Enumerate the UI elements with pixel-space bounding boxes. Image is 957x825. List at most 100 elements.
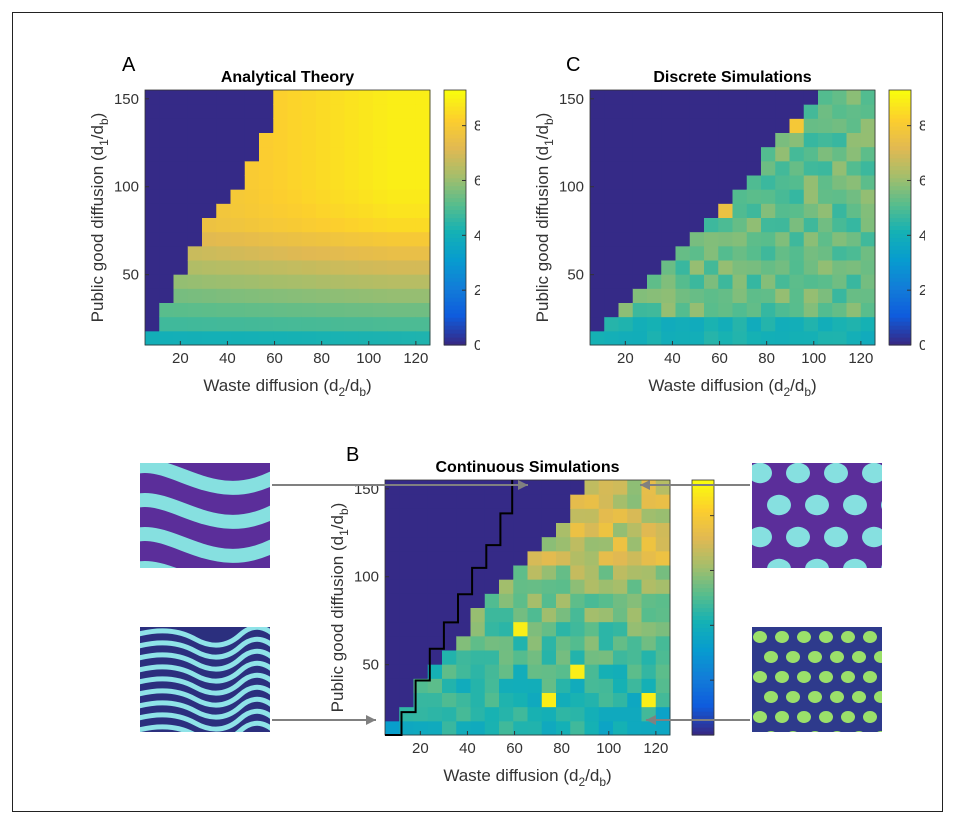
heatmap-cell bbox=[373, 160, 388, 176]
heatmap-cell bbox=[775, 302, 790, 318]
colorbar-segment bbox=[692, 607, 714, 613]
heatmap-cell bbox=[216, 203, 231, 218]
heatmap-cell bbox=[527, 692, 543, 708]
heatmap-cell bbox=[598, 650, 614, 665]
heatmap-cell bbox=[259, 90, 274, 105]
heatmap-cell bbox=[216, 104, 231, 119]
heatmap-cell bbox=[330, 231, 345, 247]
heatmap-cell bbox=[689, 90, 705, 105]
plot-border bbox=[144, 89, 431, 346]
heatmap-cell bbox=[385, 650, 400, 665]
colorbar-segment bbox=[889, 201, 911, 207]
heatmap-cell bbox=[661, 245, 676, 261]
colorbar-segment bbox=[692, 635, 714, 640]
heatmap-cell bbox=[499, 635, 514, 651]
heatmap-cell bbox=[704, 175, 719, 190]
heatmap-cell bbox=[427, 550, 443, 566]
heatmap-cell bbox=[427, 706, 443, 722]
pattern-spot bbox=[919, 559, 943, 579]
heatmap-cell bbox=[761, 90, 776, 105]
heatmap-cell bbox=[399, 579, 414, 594]
heatmap-cell bbox=[344, 316, 360, 332]
heatmap-cell bbox=[287, 274, 303, 289]
heatmap-cell bbox=[655, 494, 671, 509]
heatmap-cell bbox=[401, 203, 417, 218]
heatmap-cell bbox=[145, 132, 160, 148]
heatmap-cell bbox=[273, 189, 288, 204]
heatmap-cell bbox=[470, 706, 486, 722]
heatmap-cell bbox=[584, 480, 600, 495]
heatmap-cell bbox=[641, 720, 657, 736]
colorbar-segment bbox=[889, 177, 911, 183]
colorbar-segment bbox=[692, 663, 714, 668]
heatmap-cell bbox=[145, 245, 160, 261]
pattern-spot bbox=[748, 591, 772, 611]
pattern-spot bbox=[862, 463, 882, 484]
heatmap-cell bbox=[499, 621, 514, 637]
heatmap-cell bbox=[513, 593, 528, 608]
heatmap-cell bbox=[584, 692, 600, 708]
colorbar-segment bbox=[692, 583, 714, 589]
heatmap-cell bbox=[689, 146, 705, 162]
heatmap-cell bbox=[330, 132, 345, 148]
colorbar-segment bbox=[889, 237, 911, 243]
heatmap-cell bbox=[675, 330, 691, 346]
heatmap-cell bbox=[316, 175, 331, 190]
heatmap-cell bbox=[330, 146, 345, 162]
colorbar-segment bbox=[444, 149, 466, 155]
x-tick-label: 60 bbox=[506, 740, 523, 757]
heatmap-cell bbox=[613, 522, 628, 538]
heatmap-cell bbox=[627, 522, 642, 538]
heatmap-cell bbox=[387, 189, 402, 204]
heatmap-cell bbox=[627, 650, 642, 665]
heatmap-cell bbox=[541, 678, 557, 693]
heatmap-cell bbox=[301, 316, 317, 332]
heatmap-cell bbox=[775, 189, 790, 204]
heatmap-cell bbox=[641, 607, 657, 623]
heatmap-cell bbox=[655, 522, 671, 538]
colorbar-segment bbox=[692, 651, 714, 656]
pattern-spot bbox=[786, 591, 810, 611]
colorbar-segment bbox=[692, 515, 714, 521]
heatmap-cell bbox=[484, 522, 500, 538]
heatmap-cell bbox=[732, 274, 748, 289]
heatmap-cell bbox=[570, 550, 585, 566]
heatmap-cell bbox=[803, 118, 819, 133]
heatmap-cell bbox=[604, 132, 619, 148]
colorbar-segment bbox=[692, 483, 714, 489]
heatmap-cell bbox=[387, 260, 402, 275]
heatmap-cell bbox=[832, 132, 847, 148]
heatmap-cell bbox=[344, 160, 360, 176]
pattern-spot bbox=[808, 651, 822, 663]
heatmap-cell bbox=[775, 330, 790, 346]
heatmap-cell bbox=[704, 245, 719, 261]
heatmap-cell bbox=[358, 104, 374, 119]
pattern-spot bbox=[841, 751, 855, 763]
heatmap-cell bbox=[499, 607, 514, 623]
heatmap-cell bbox=[627, 579, 642, 594]
heatmap-cell bbox=[732, 132, 748, 148]
heatmap-cell bbox=[316, 330, 331, 346]
heatmap-cell bbox=[187, 288, 203, 303]
heatmap-cell bbox=[373, 189, 388, 204]
heatmap-cell bbox=[413, 678, 429, 693]
heatmap-cell bbox=[202, 132, 217, 148]
heatmap-cell bbox=[689, 288, 705, 303]
heatmap-cell bbox=[358, 118, 374, 133]
heatmap-cell bbox=[775, 132, 790, 148]
colorbar-segment bbox=[444, 161, 466, 167]
pattern-spot bbox=[805, 494, 829, 516]
colorbar-segment bbox=[444, 105, 466, 111]
heatmap-cell bbox=[401, 146, 417, 162]
colorbar-segment bbox=[444, 173, 466, 179]
pattern-spot bbox=[752, 526, 772, 548]
heatmap-cell bbox=[860, 90, 876, 105]
colorbar-segment bbox=[692, 627, 714, 633]
heatmap-cell bbox=[287, 146, 303, 162]
heatmap-cell bbox=[415, 104, 431, 119]
heatmap-cell bbox=[598, 692, 614, 708]
colorbar-segment bbox=[692, 559, 714, 565]
heatmap-cell bbox=[344, 189, 360, 204]
heatmap-cell bbox=[499, 579, 514, 594]
heatmap-cell bbox=[330, 316, 345, 332]
